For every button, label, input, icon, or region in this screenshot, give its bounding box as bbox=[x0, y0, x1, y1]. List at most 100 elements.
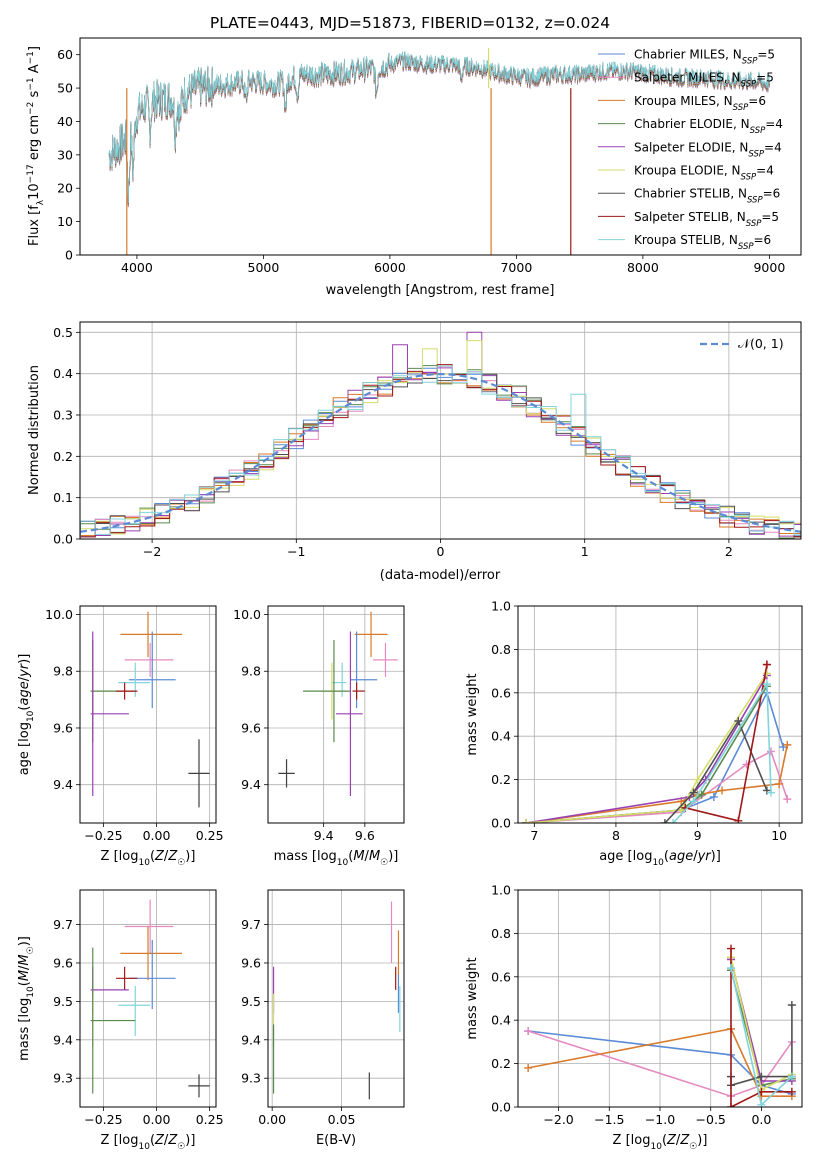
y-tick-label: 0.6 bbox=[491, 685, 511, 700]
error-cross-salp_miles bbox=[124, 642, 174, 677]
weight-marker bbox=[766, 788, 775, 797]
x-tick-label: 0.00 bbox=[258, 1112, 286, 1127]
error-cross-salp_stelib bbox=[116, 682, 138, 700]
mass-vs-ebv-panel-grid bbox=[268, 890, 404, 1107]
error-cross-chab_elodie bbox=[303, 640, 351, 743]
y-tick-label: 9.4 bbox=[241, 1032, 261, 1047]
weight-marker bbox=[734, 816, 743, 823]
y-tick-label: 9.5 bbox=[53, 994, 73, 1009]
weight-marker bbox=[677, 805, 686, 814]
weight-line bbox=[526, 674, 768, 823]
legend-entry: Kroupa STELIB, NSSP=6 bbox=[634, 233, 771, 252]
x-axis-label: Z [log10(Z/Z☉)] bbox=[613, 1133, 708, 1152]
weight-series-chab_elodie bbox=[522, 682, 771, 823]
legend-entry: Salpeter ELODIE, NSSP=4 bbox=[634, 140, 782, 159]
y-tick-label: 0.8 bbox=[491, 642, 511, 657]
x-axis-label: Z [log10(Z/Z☉)] bbox=[101, 1133, 196, 1152]
x-tick-label: 0.25 bbox=[196, 828, 224, 843]
y-tick-label: 0.0 bbox=[491, 1100, 511, 1115]
mass-weight-vs-age-panel: 7 8 9 10 0.0 0.2 0.4 0.6 0.8 1.0 age [log10(age/yr… bbox=[465, 599, 803, 868]
x-tick-label: −0.5 bbox=[696, 1112, 726, 1127]
age-vs-mass-panel-grid bbox=[268, 606, 404, 823]
weight-marker bbox=[734, 717, 743, 726]
x-tick-label: 7 bbox=[530, 828, 538, 843]
x-tick-label: 5000 bbox=[248, 260, 280, 275]
mass-vs-ebv-panel-axes: 0.00 0.05 9.3 9.4 9.5 9.6 9.7 E(B-V) bbox=[241, 889, 405, 1148]
x-tick-label: 9.6 bbox=[355, 828, 375, 843]
weight-marker bbox=[779, 743, 788, 752]
spectrum-panel-axes: 4000 5000 6000 7000 8000 9000 0 10 20 30 40 50 60 wav… bbox=[26, 37, 802, 298]
age-vs-mass-panel-frame bbox=[267, 605, 405, 824]
age-vs-Z-panel: −0.25 0.00 0.25 9.4 9.6 9.8 10.0 Z [log10(Z/Z☉)… bbox=[17, 605, 224, 868]
residual-histogram-panel-grid bbox=[80, 322, 801, 540]
mass-weight-vs-Z-panel: −2.0 −1.5 −1.0 −0.5 0.0 0.0 0.2 0.4 0.6 0.8 1.0 Z [… bbox=[465, 883, 803, 1152]
y-tick-label: 20 bbox=[57, 181, 73, 196]
x-tick-label: −0.25 bbox=[84, 828, 122, 843]
weight-line bbox=[526, 685, 768, 823]
y-tick-label: 0.8 bbox=[491, 926, 511, 941]
weight-series-krou_stelib bbox=[727, 964, 796, 1107]
legend-entry: Chabrier MILES, NSSP=5 bbox=[634, 48, 775, 67]
weight-marker bbox=[524, 1027, 533, 1036]
weight-marker bbox=[787, 1087, 796, 1096]
error-cross-chab_miles bbox=[350, 631, 378, 709]
x-tick-label: 1 bbox=[581, 544, 589, 559]
legend-entry: Chabrier ELODIE, NSSP=4 bbox=[634, 117, 783, 136]
x-tick-label: 10 bbox=[771, 828, 787, 843]
error-cross-chab_elodie bbox=[90, 947, 136, 1094]
mass-vs-Z-panel-grid bbox=[80, 890, 216, 1107]
x-axis-label: wavelength [Angstrom, rest frame] bbox=[326, 283, 555, 298]
y-tick-label: 0.5 bbox=[53, 325, 73, 340]
weight-marker bbox=[762, 669, 771, 678]
weight-marker bbox=[783, 795, 792, 804]
error-cross-krou_miles bbox=[354, 611, 388, 658]
histogram-chab_miles bbox=[80, 367, 801, 537]
y-tick-label: 9.7 bbox=[53, 917, 73, 932]
y-tick-label: 0.3 bbox=[53, 408, 73, 423]
weight-line bbox=[672, 681, 772, 823]
weight-marker bbox=[709, 792, 718, 801]
weight-series-salp_stelib bbox=[727, 944, 796, 1107]
histogram-krou_elodie bbox=[80, 340, 801, 535]
y-axis-label: Flux [fλ10−17 erg cm−2 s−1 A−1] bbox=[26, 46, 46, 246]
y-tick-label: 60 bbox=[57, 47, 73, 62]
legend-entry: 𝒩(0, 1) bbox=[738, 336, 784, 351]
x-tick-label: 6000 bbox=[374, 260, 406, 275]
age-vs-Z-panel-axes: −0.25 0.00 0.25 9.4 9.6 9.8 10.0 Z [log10(Z/Z☉)… bbox=[17, 605, 224, 868]
x-axis-label: mass [log10(M/M☉)] bbox=[274, 849, 399, 868]
error-cross-salp_miles bbox=[124, 899, 174, 954]
weight-marker bbox=[660, 819, 669, 823]
age-vs-mass-panel-plot bbox=[278, 611, 398, 797]
y-tick-label: 0.4 bbox=[53, 366, 73, 381]
weight-marker bbox=[757, 1100, 766, 1107]
weight-marker bbox=[757, 1072, 766, 1081]
y-tick-label: 0.6 bbox=[491, 969, 511, 984]
normal-curve bbox=[80, 372, 801, 533]
weight-marker bbox=[522, 819, 531, 823]
x-tick-label: 0.00 bbox=[143, 1112, 171, 1127]
error-cross-salp_elodie bbox=[336, 631, 363, 797]
weight-marker bbox=[775, 779, 784, 788]
y-tick-label: 9.7 bbox=[241, 917, 261, 932]
x-tick-label: 4000 bbox=[121, 260, 153, 275]
x-tick-label: 2 bbox=[725, 544, 733, 559]
error-cross-krou_miles bbox=[120, 926, 182, 981]
weight-marker bbox=[783, 740, 792, 749]
error-cross-errcross_black bbox=[188, 739, 210, 808]
mass-vs-Z-panel-frame bbox=[79, 889, 217, 1108]
x-tick-label: 0.00 bbox=[143, 828, 171, 843]
x-axis-label: (data-model)/error bbox=[380, 568, 501, 583]
x-tick-label: 7000 bbox=[500, 260, 532, 275]
x-tick-label: 0.05 bbox=[328, 1112, 356, 1127]
x-tick-label: −2.0 bbox=[543, 1112, 573, 1127]
y-tick-label: 0.4 bbox=[491, 729, 511, 744]
y-tick-label: 1.0 bbox=[491, 599, 511, 614]
legend-entry: Kroupa MILES, NSSP=6 bbox=[634, 94, 766, 113]
age-vs-Z-panel-plot bbox=[90, 611, 210, 808]
weight-series-krou_stelib bbox=[669, 680, 775, 823]
y-axis-label: mass weight bbox=[465, 673, 480, 755]
y-tick-label: 10 bbox=[57, 214, 73, 229]
x-tick-label: 9 bbox=[694, 828, 702, 843]
error-cross-chab_miles bbox=[128, 939, 176, 1010]
